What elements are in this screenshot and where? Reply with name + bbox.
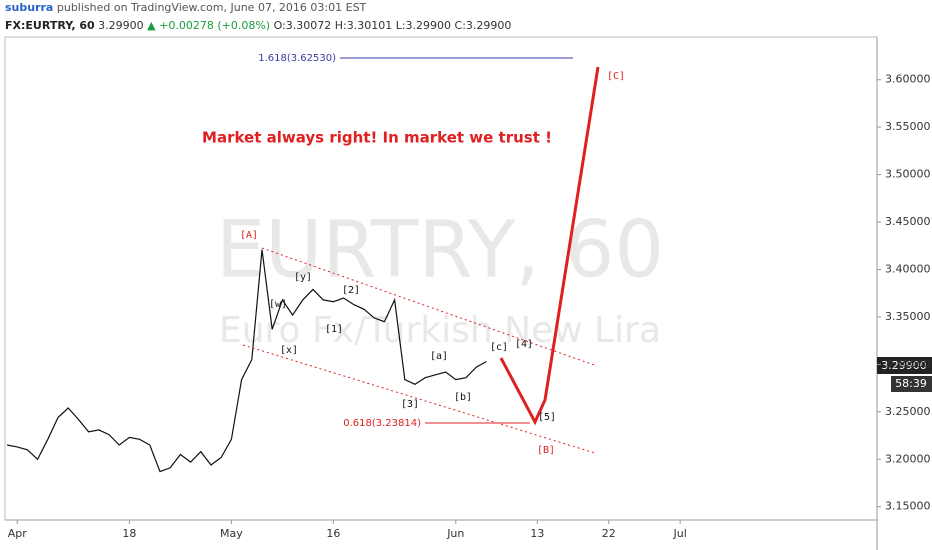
- y-tick-label: 3.40000: [885, 262, 931, 275]
- x-tick-label: Apr: [8, 527, 28, 540]
- y-tick-label: 3.35000: [885, 310, 931, 323]
- symbol: FX:EURTRY, 60: [5, 19, 95, 32]
- wave-label: [w]: [269, 299, 287, 310]
- wave-label: [B]: [537, 445, 555, 456]
- y-tick-label: 3.30000: [885, 357, 931, 370]
- wave-label: [A]: [240, 230, 258, 241]
- close: C:3.29900: [455, 19, 512, 32]
- x-tick-label: Jul: [673, 527, 687, 540]
- wave-label: [5]: [538, 412, 556, 423]
- author: suburra: [5, 1, 53, 14]
- x-tick-label: Jun: [446, 527, 464, 540]
- channel-upper: [261, 247, 598, 367]
- watermark: EURTRY, 60: [216, 205, 664, 295]
- y-tick-label: 3.45000: [885, 215, 931, 228]
- wave-label: [a]: [430, 351, 448, 362]
- published: published on TradingView.com, June 07, 2…: [57, 1, 367, 14]
- wave-label: [1]: [325, 324, 343, 335]
- wave-projection: [499, 66, 600, 426]
- wave-label: [3]: [401, 399, 419, 410]
- wave-label: [c]: [490, 342, 508, 353]
- wave-label: [x]: [280, 345, 298, 356]
- wave-label: [4]: [515, 339, 533, 350]
- wave-label: [y]: [294, 272, 312, 283]
- y-tick-label: 3.25000: [885, 405, 931, 418]
- wave-label: [C]: [607, 71, 625, 82]
- low: L:3.29900: [396, 19, 451, 32]
- price-line: [6, 249, 487, 473]
- price-tag: 3.29900: [881, 359, 927, 372]
- wave-label: [2]: [342, 285, 360, 296]
- plot: [6, 249, 487, 473]
- countdown: 58:39: [895, 377, 927, 390]
- x-tick-label: May: [220, 527, 243, 540]
- watermark-subtitle: Euro Fx/Turkish New Lira: [219, 310, 661, 351]
- y-tick-label: 3.50000: [885, 168, 931, 181]
- y-tick-label: 3.15000: [885, 500, 931, 513]
- x-tick-label: 22: [602, 527, 616, 540]
- fib-label-upper: 1.618(3.62530): [258, 53, 336, 64]
- wave-label: [b]: [454, 392, 472, 403]
- fib-label-lower: 0.618(3.23814): [343, 418, 421, 429]
- channel-lower: [242, 344, 596, 454]
- y-tick-label: 3.55000: [885, 120, 931, 133]
- headline: Market always right! In market we trust …: [202, 129, 552, 147]
- x-tick-label: 18: [122, 527, 136, 540]
- countdown-box: [891, 376, 932, 392]
- y-tick-label: 3.20000: [885, 452, 931, 465]
- price: 3.29900: [98, 19, 144, 32]
- x-tick-label: 13: [530, 527, 544, 540]
- open: O:3.30072: [274, 19, 332, 32]
- y-tick-label: 3.60000: [885, 73, 931, 86]
- x-tick-label: 16: [326, 527, 340, 540]
- high: H:3.30101: [335, 19, 392, 32]
- header-line: suburra published on TradingView.com, Ju…: [5, 1, 367, 14]
- quote-line: FX:EURTRY, 60 3.29900 ▲ +0.00278 (+0.08%…: [5, 19, 511, 32]
- change: ▲ +0.00278 (+0.08%): [147, 19, 270, 32]
- price-tag-box: [877, 357, 932, 374]
